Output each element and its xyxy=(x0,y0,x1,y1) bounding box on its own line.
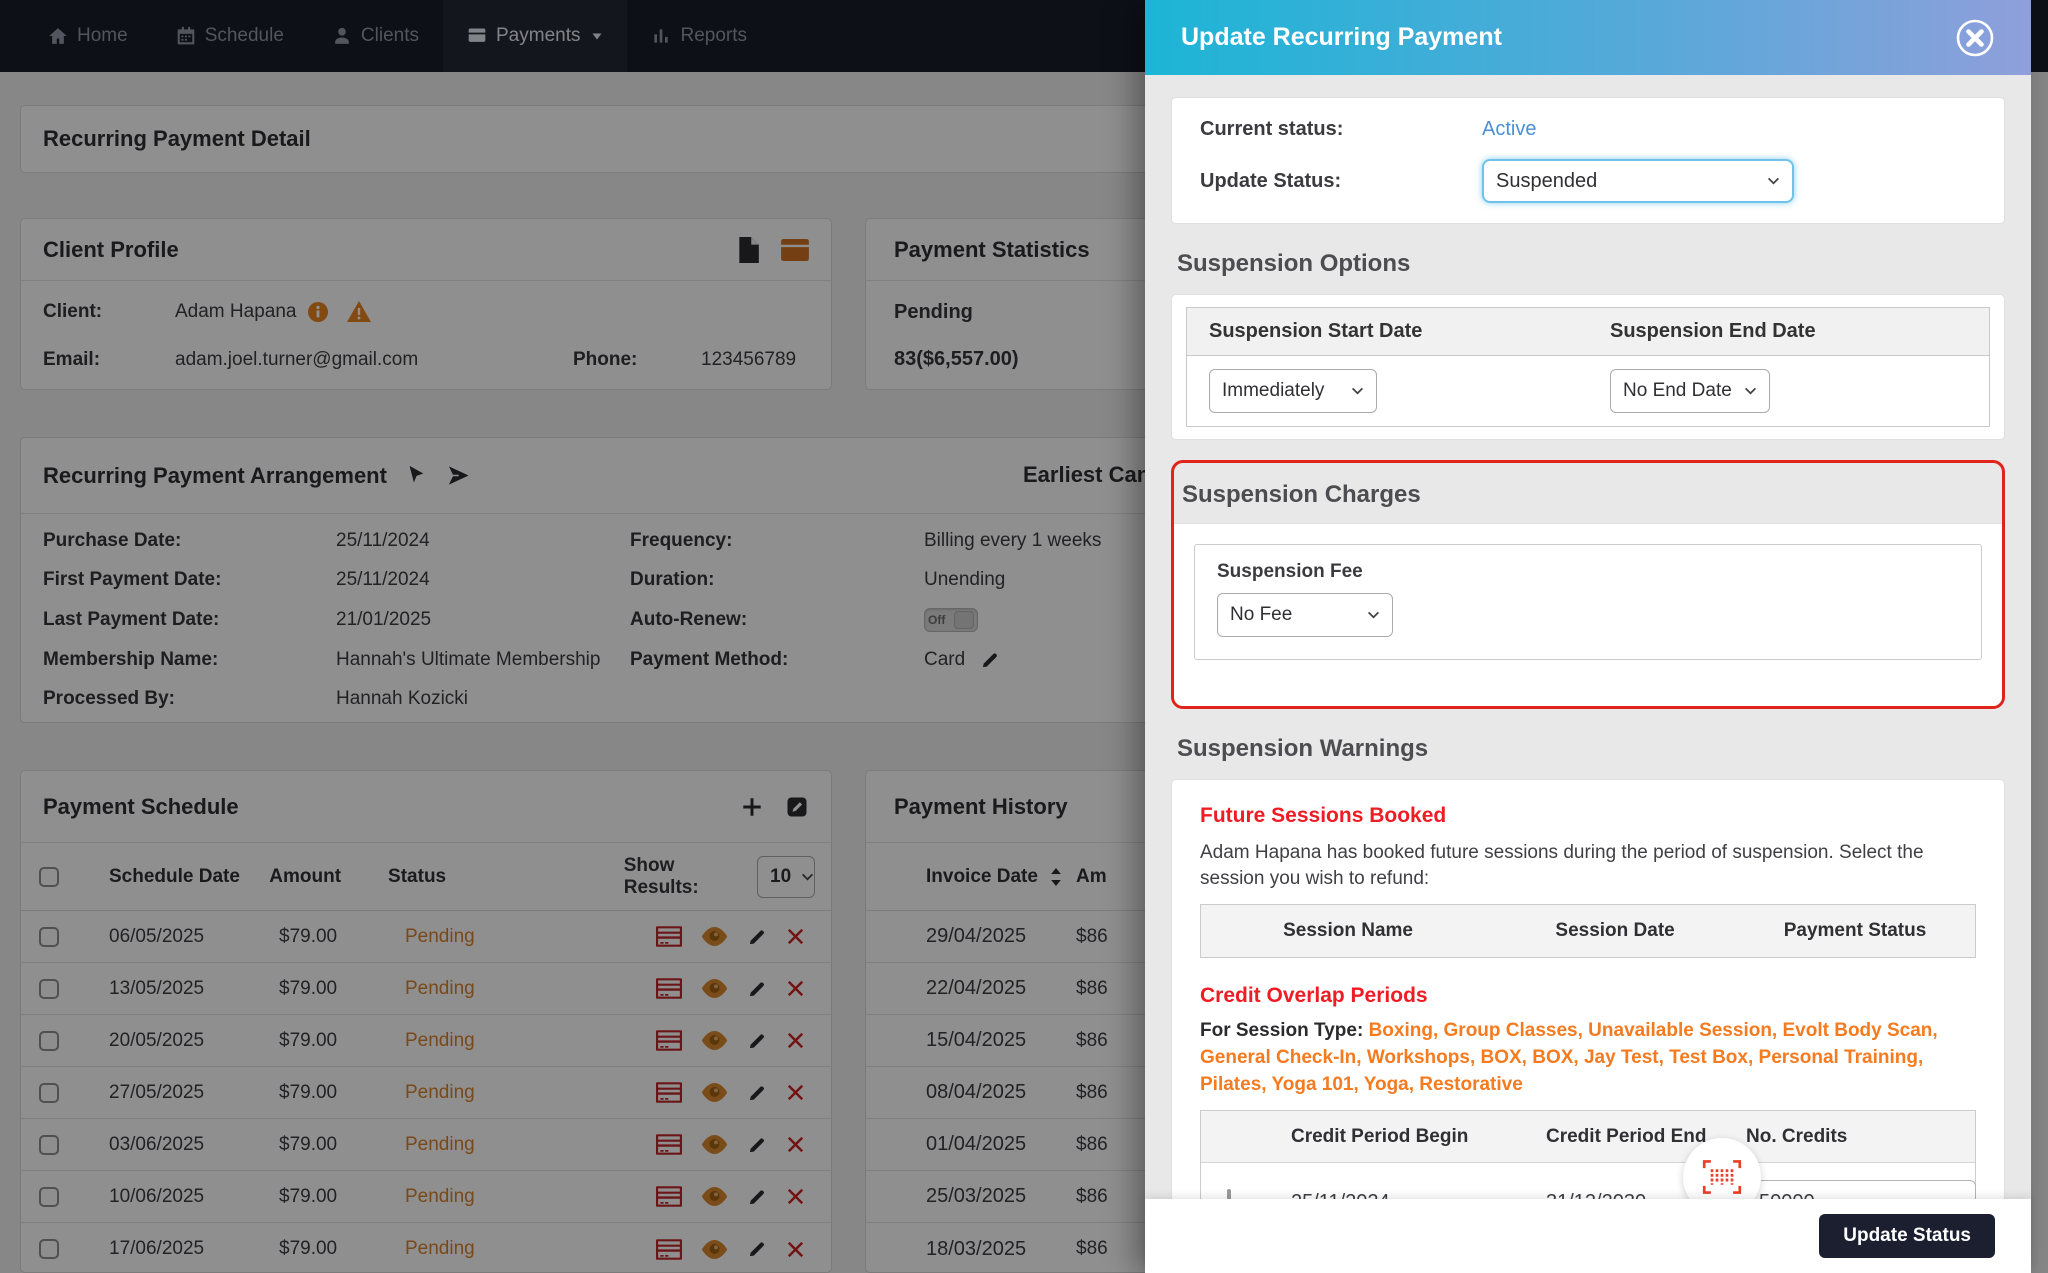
credit-overlap-table: Credit Period Begin Credit Period End No… xyxy=(1200,1110,1976,1199)
col-session-name: Session Name xyxy=(1201,920,1495,942)
suspension-options-heading: Suspension Options xyxy=(1177,250,2005,278)
credit-row-checkbox[interactable] xyxy=(1227,1189,1231,1199)
suspension-fee-box: Suspension Fee No Fee xyxy=(1194,544,1982,660)
suspension-fee-select[interactable]: No Fee xyxy=(1217,593,1393,637)
col-payment-status: Payment Status xyxy=(1735,920,1975,942)
col-suspension-start: Suspension Start Date xyxy=(1187,320,1588,343)
suspension-charges-heading: Suspension Charges xyxy=(1182,481,1421,508)
modal-title: Update Recurring Payment xyxy=(1181,23,1502,52)
suspension-charges-card: Suspension Fee No Fee xyxy=(1174,523,2002,706)
suspension-options-card: Suspension Start Date Suspension End Dat… xyxy=(1171,294,2005,440)
suspension-fee-value: No Fee xyxy=(1230,604,1292,626)
credits-input[interactable] xyxy=(1746,1180,1976,1199)
update-status-select[interactable]: Suspended xyxy=(1482,159,1794,203)
current-status-label: Current status: xyxy=(1200,118,1482,141)
col-credit-begin: Credit Period Begin xyxy=(1291,1126,1546,1148)
col-suspension-end: Suspension End Date xyxy=(1588,320,1989,343)
status-card: Current status: Active Update Status: Su… xyxy=(1171,97,2005,224)
chevron-down-icon xyxy=(1367,611,1380,619)
col-session-date: Session Date xyxy=(1495,920,1735,942)
app-screen: Home Schedule Clients Payments Reports R… xyxy=(0,0,2048,1273)
session-types-text: For Session Type: Boxing, Group Classes,… xyxy=(1200,1018,1976,1098)
suspension-end-value: No End Date xyxy=(1623,380,1732,402)
barcode-icon xyxy=(1702,1159,1742,1195)
future-sessions-description: Adam Hapana has booked future sessions d… xyxy=(1200,840,1976,892)
chevron-down-icon xyxy=(1744,387,1757,395)
update-status-label: Update Status: xyxy=(1200,170,1482,193)
col-no-credits: No. Credits xyxy=(1746,1126,1975,1148)
future-sessions-title: Future Sessions Booked xyxy=(1200,804,1976,828)
suspension-warnings-card: Future Sessions Booked Adam Hapana has b… xyxy=(1171,779,2005,1199)
credit-overlap-row: 25/11/2024 31/12/2030 xyxy=(1201,1163,1975,1199)
suspension-start-value: Immediately xyxy=(1222,380,1324,402)
modal-header: Update Recurring Payment xyxy=(1145,0,2031,75)
chevron-down-icon xyxy=(1351,387,1364,395)
credit-overlap-title: Credit Overlap Periods xyxy=(1200,984,1976,1008)
suspension-start-select[interactable]: Immediately xyxy=(1209,369,1377,413)
modal-body: Current status: Active Update Status: Su… xyxy=(1145,75,2031,1199)
update-status-value: Suspended xyxy=(1496,170,1597,193)
for-session-type-label: For Session Type: xyxy=(1200,1020,1363,1041)
update-recurring-payment-modal: Update Recurring Payment Current status:… xyxy=(1145,0,2031,1273)
future-sessions-table: Session Name Session Date Payment Status xyxy=(1200,904,1976,958)
current-status-value: Active xyxy=(1482,118,1976,141)
modal-footer: Update Status xyxy=(1145,1199,2031,1273)
chevron-down-icon xyxy=(1767,177,1780,185)
update-status-button[interactable]: Update Status xyxy=(1819,1214,1995,1258)
suspension-end-select[interactable]: No End Date xyxy=(1610,369,1770,413)
credit-period-begin: 25/11/2024 xyxy=(1291,1191,1546,1199)
credit-overlap-table-wrap: Credit Period Begin Credit Period End No… xyxy=(1200,1110,1976,1199)
close-icon[interactable] xyxy=(1955,18,1995,58)
suspension-warnings-heading: Suspension Warnings xyxy=(1177,735,2005,763)
suspension-charges-section: Suspension Charges Suspension Fee No Fee xyxy=(1171,460,2005,709)
suspension-options-table: Suspension Start Date Suspension End Dat… xyxy=(1186,307,1990,427)
suspension-fee-label: Suspension Fee xyxy=(1217,561,1959,583)
